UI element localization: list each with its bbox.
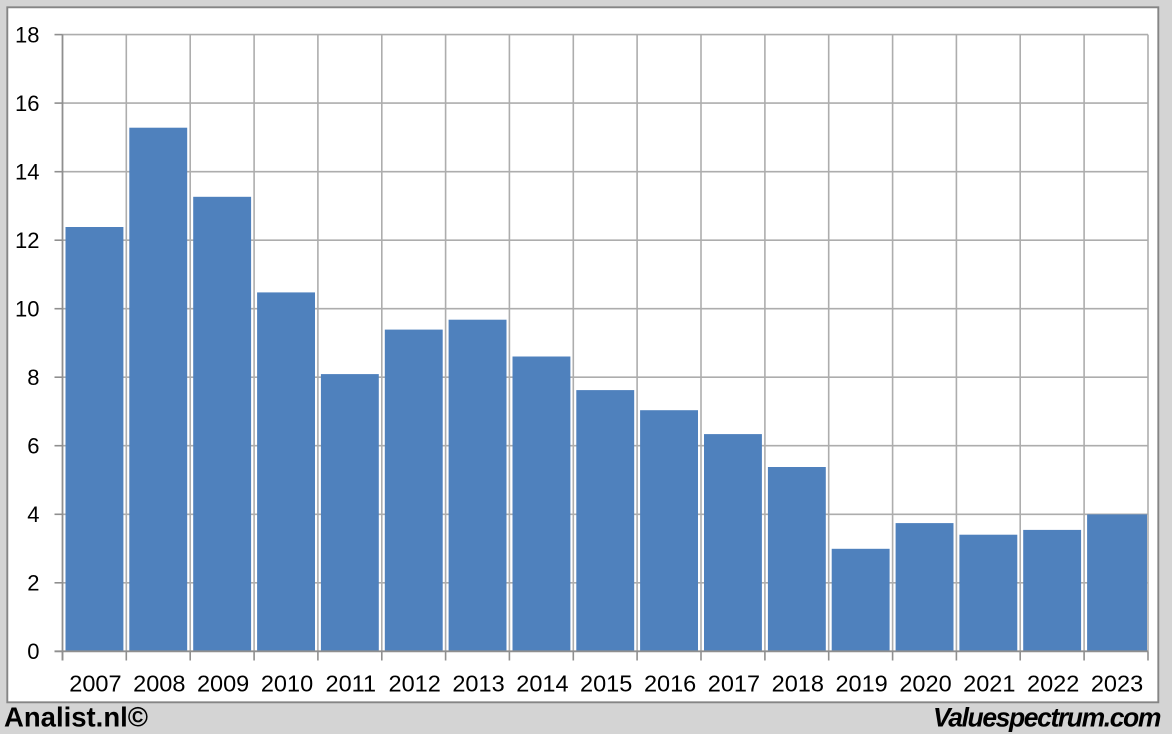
svg-text:12: 12 — [15, 228, 39, 253]
svg-text:8: 8 — [27, 365, 39, 390]
svg-text:Valuespectrum.com: Valuespectrum.com — [933, 703, 1161, 733]
svg-text:2016: 2016 — [644, 671, 696, 697]
svg-text:10: 10 — [15, 297, 39, 322]
svg-text:2010: 2010 — [261, 671, 313, 697]
svg-text:2023: 2023 — [1091, 671, 1143, 697]
svg-text:2015: 2015 — [580, 671, 632, 697]
svg-text:2013: 2013 — [452, 671, 504, 697]
svg-text:18: 18 — [15, 22, 39, 47]
svg-text:2021: 2021 — [963, 671, 1015, 697]
svg-text:2020: 2020 — [899, 671, 951, 697]
svg-text:14: 14 — [15, 160, 39, 185]
svg-text:2014: 2014 — [516, 671, 568, 697]
svg-text:2018: 2018 — [772, 671, 824, 697]
svg-text:16: 16 — [15, 91, 39, 116]
svg-text:Analist.nl©: Analist.nl© — [4, 701, 148, 732]
svg-text:2017: 2017 — [708, 671, 760, 697]
svg-text:2009: 2009 — [197, 671, 249, 697]
svg-text:6: 6 — [27, 434, 39, 459]
svg-text:2019: 2019 — [835, 671, 887, 697]
svg-text:2007: 2007 — [69, 671, 121, 697]
svg-text:2011: 2011 — [326, 671, 377, 697]
svg-text:2022: 2022 — [1027, 671, 1079, 697]
svg-text:2012: 2012 — [389, 671, 441, 697]
svg-text:2008: 2008 — [133, 671, 185, 697]
svg-text:2: 2 — [27, 571, 39, 596]
svg-text:0: 0 — [27, 639, 39, 664]
svg-text:4: 4 — [27, 502, 39, 527]
